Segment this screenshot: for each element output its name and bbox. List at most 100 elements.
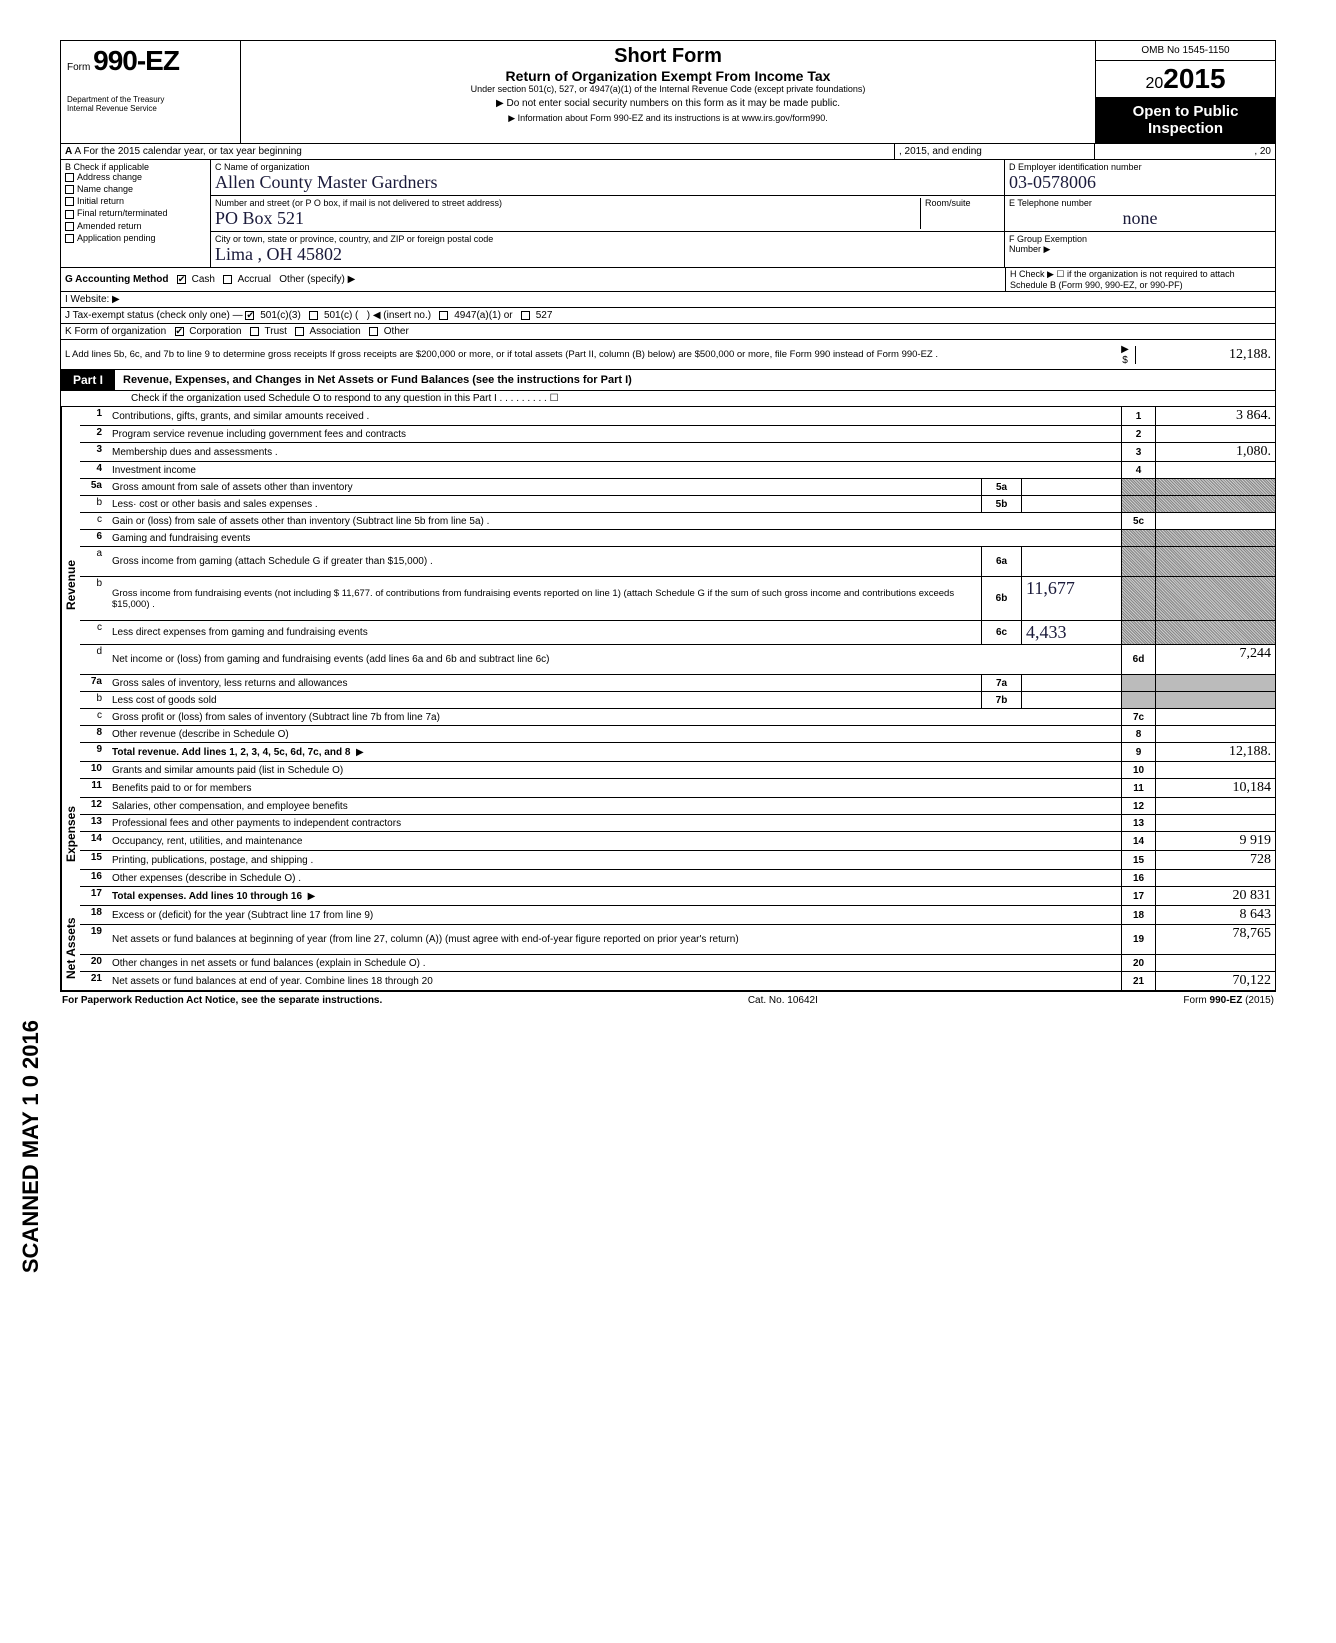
org-name-value: Allen County Master Gardners	[215, 172, 1000, 193]
line-6b: Gross income from fundraising events (no…	[108, 577, 981, 620]
line-i: I Website: ▶	[61, 292, 1275, 308]
col-b-checks: B Check if applicable Address change Nam…	[61, 160, 211, 267]
chk-501c[interactable]	[309, 311, 318, 320]
line-18: Excess or (deficit) for the year (Subtra…	[108, 906, 1121, 924]
netassets-tab: Net Assets	[61, 906, 80, 990]
chk-amended[interactable]: Amended return	[65, 221, 206, 231]
revenue-tab: Revenue	[61, 407, 80, 762]
col-de: D Employer identification number 03-0578…	[1005, 160, 1275, 267]
chk-accrual[interactable]	[223, 275, 232, 284]
no-ssn-note: ▶ Do not enter social security numbers o…	[249, 94, 1087, 113]
chk-527[interactable]	[521, 311, 530, 320]
line-6d: Net income or (loss) from gaming and fun…	[108, 645, 1121, 674]
open-public: Open to Public Inspection	[1096, 97, 1275, 143]
chk-assoc[interactable]	[295, 327, 304, 336]
line-15: Printing, publications, postage, and shi…	[108, 851, 1121, 869]
ein-label: D Employer identification number	[1009, 162, 1271, 172]
accounting-other: Other (specify) ▶	[279, 274, 355, 285]
line-8: Other revenue (describe in Schedule O)	[108, 726, 1121, 742]
under-section: Under section 501(c), 527, or 4947(a)(1)…	[249, 84, 1087, 94]
line-1: Contributions, gifts, grants, and simila…	[108, 407, 1121, 425]
line-7b: Less cost of goods sold	[108, 692, 981, 708]
chk-other[interactable]	[369, 327, 378, 336]
room-label: Room/suite	[920, 198, 1000, 229]
tax-year: 202015	[1096, 61, 1275, 97]
line-5b: Less· cost or other basis and sales expe…	[108, 496, 981, 512]
line-3: Membership dues and assessments .	[108, 443, 1121, 461]
line-9: Total revenue. Add lines 1, 2, 3, 4, 5c,…	[112, 747, 350, 758]
line-14: Occupancy, rent, utilities, and maintena…	[108, 832, 1121, 850]
identity-block: B Check if applicable Address change Nam…	[61, 160, 1275, 268]
line-7a: Gross sales of inventory, less returns a…	[108, 675, 981, 691]
revenue-section: Revenue 1Contributions, gifts, grants, a…	[61, 407, 1275, 762]
ein-value: 03-0578006	[1009, 172, 1271, 193]
part1-tab: Part I	[61, 370, 115, 390]
line-4: Investment income	[108, 462, 1121, 478]
phone-value: none	[1009, 208, 1271, 229]
netassets-section: Net Assets 18Excess or (deficit) for the…	[61, 906, 1275, 991]
row-a-begin: A For the 2015 calendar year, or tax yea…	[74, 146, 301, 157]
addr-value: PO Box 521	[215, 208, 920, 229]
scan-stamp: SCANNED MAY 1 0 2016	[18, 1020, 44, 1273]
group-exemption: F Group Exemption Number ▶	[1005, 232, 1275, 260]
info-note: ▶ Information about Form 990-EZ and its …	[249, 113, 1087, 124]
form-number: 990-EZ	[93, 45, 179, 76]
line-21: Net assets or fund balances at end of ye…	[108, 972, 1121, 990]
row-a-mid: , 2015, and ending	[895, 144, 1095, 159]
form-subtitle: Return of Organization Exempt From Incom…	[249, 68, 1087, 84]
line-20: Other changes in net assets or fund bala…	[108, 955, 1121, 971]
omb-number: OMB No 1545-1150	[1096, 41, 1275, 61]
line-17: Total expenses. Add lines 10 through 16	[112, 891, 302, 902]
phone-label: E Telephone number	[1009, 198, 1271, 208]
row-a-taxyear: A A For the 2015 calendar year, or tax y…	[61, 144, 1275, 160]
line-l-value: 12,188.	[1135, 346, 1275, 364]
chk-initial[interactable]: Initial return	[65, 196, 206, 206]
line-6a: Gross income from gaming (attach Schedul…	[108, 547, 981, 576]
line-l: L Add lines 5b, 6c, and 7b to line 9 to …	[61, 340, 1275, 370]
line-h: H Check ▶ ☐ if the organization is not r…	[1005, 268, 1275, 291]
line-13: Professional fees and other payments to …	[108, 815, 1121, 831]
part1-check: Check if the organization used Schedule …	[61, 391, 1275, 407]
form-header: Form 990-EZ Department of the Treasury I…	[61, 41, 1275, 144]
city-value: Lima , OH 45802	[215, 244, 1000, 265]
accounting-label: G Accounting Method	[65, 274, 169, 285]
line-10: Grants and similar amounts paid (list in…	[108, 762, 1121, 778]
part1-header: Part I Revenue, Expenses, and Changes in…	[61, 370, 1275, 391]
part1-title: Revenue, Expenses, and Changes in Net As…	[115, 371, 640, 389]
org-name-label: C Name of organization	[215, 162, 1000, 172]
line-g-h: G Accounting Method Cash Accrual Other (…	[61, 268, 1275, 292]
line-12: Salaries, other compensation, and employ…	[108, 798, 1121, 814]
website-label: I Website: ▶	[61, 293, 1005, 306]
department: Department of the Treasury Internal Reve…	[67, 77, 234, 113]
line-l-text: L Add lines 5b, 6c, and 7b to line 9 to …	[61, 348, 1115, 361]
line-7c: Gross profit or (loss) from sales of inv…	[108, 709, 1121, 725]
addr-label: Number and street (or P O box, if mail i…	[215, 198, 920, 208]
expenses-tab: Expenses	[61, 762, 80, 906]
chk-pending[interactable]: Application pending	[65, 233, 206, 243]
form-prefix: Form	[67, 62, 90, 73]
chk-name-change[interactable]: Name change	[65, 184, 206, 194]
formorg-label: K Form of organization	[65, 326, 166, 337]
line-16: Other expenses (describe in Schedule O) …	[108, 870, 1121, 886]
city-label: City or town, state or province, country…	[215, 234, 1000, 244]
chk-final[interactable]: Final return/terminated	[65, 208, 206, 218]
chk-corp[interactable]	[175, 327, 184, 336]
page-footer: For Paperwork Reduction Act Notice, see …	[60, 992, 1276, 1009]
line-j: J Tax-exempt status (check only one) — 5…	[61, 308, 1275, 324]
line-5a: Gross amount from sale of assets other t…	[108, 479, 981, 495]
chk-cash[interactable]	[177, 275, 186, 284]
line-6c: Less direct expenses from gaming and fun…	[108, 621, 981, 644]
line-6: Gaming and fundraising events	[108, 530, 1121, 546]
expenses-section: Expenses 10Grants and similar amounts pa…	[61, 762, 1275, 906]
col-b-header: B Check if applicable	[65, 162, 206, 172]
line-19: Net assets or fund balances at beginning…	[108, 925, 1121, 954]
line-11: Benefits paid to or for members	[108, 779, 1121, 797]
chk-501c3[interactable]	[245, 311, 254, 320]
chk-address-change[interactable]: Address change	[65, 172, 206, 182]
row-a-end: , 20	[1095, 144, 1275, 159]
line-k: K Form of organization Corporation Trust…	[61, 324, 1275, 340]
chk-4947[interactable]	[439, 311, 448, 320]
exempt-label: J Tax-exempt status (check only one) —	[65, 310, 243, 321]
chk-trust[interactable]	[250, 327, 259, 336]
line-2: Program service revenue including govern…	[108, 426, 1121, 442]
